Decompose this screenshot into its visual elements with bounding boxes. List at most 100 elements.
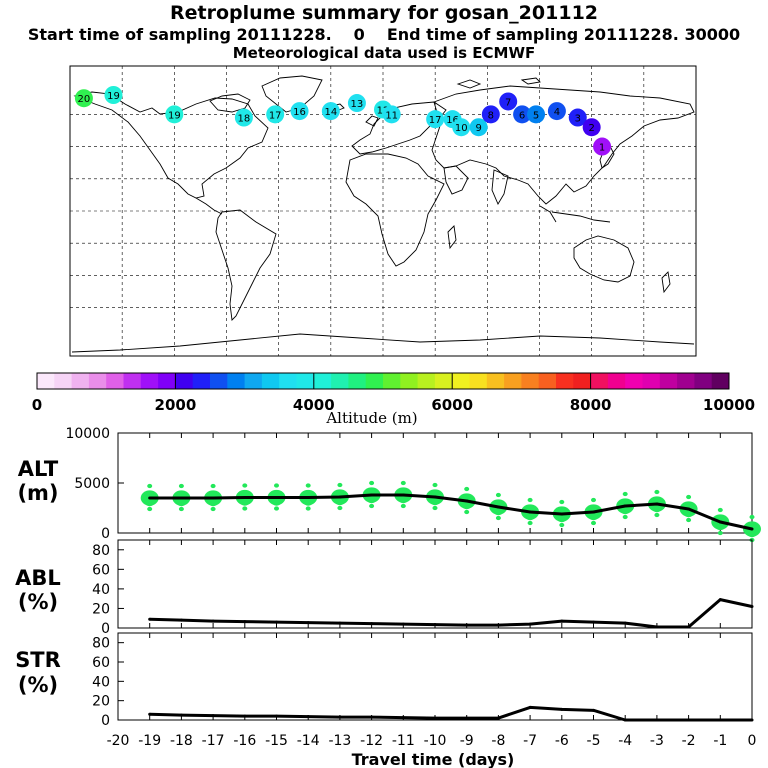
x-tick-label: -17	[202, 733, 225, 749]
colorbar-cell	[227, 373, 246, 389]
colorbar-cell	[37, 373, 55, 389]
alt-scatter-point	[464, 509, 470, 515]
colorbar-cell	[538, 373, 557, 389]
alt-scatter-point	[272, 490, 281, 497]
series-point	[370, 622, 374, 626]
colorbar-cell	[573, 373, 592, 389]
plume-marker	[347, 94, 366, 113]
series-point	[338, 621, 342, 625]
colorbar-cell	[331, 373, 349, 389]
panel-ylabel-unit: (%)	[18, 673, 58, 697]
series-point	[655, 625, 659, 629]
colorbar-dividers	[174, 373, 592, 389]
panel-alt: 10000 5000 0 ALT(m)	[17, 426, 761, 543]
y-tick-label: 0	[101, 713, 110, 729]
series-point	[528, 705, 532, 709]
alt-scatter-point	[398, 494, 409, 504]
series-point	[243, 620, 247, 624]
alt-scatter-point	[274, 506, 279, 511]
series-point	[401, 622, 405, 626]
series-point	[211, 714, 215, 718]
colorbar-cell	[486, 373, 505, 389]
plume-marker	[547, 102, 566, 121]
x-tick-label: -4	[618, 733, 632, 749]
start-time-value: 0	[353, 25, 365, 44]
colorbar-cell	[642, 373, 661, 389]
alt-scatter-point	[242, 483, 248, 488]
plume-marker-label: 8	[488, 110, 494, 121]
time-series-panels: 1000050000ALT(m)806040200ABL(%)806040200…	[15, 426, 761, 749]
colorbar-cell	[313, 373, 332, 389]
x-tick-label: -19	[138, 733, 161, 749]
alt-scatter-point	[208, 497, 219, 507]
series-point	[718, 520, 722, 524]
series-point	[687, 507, 691, 511]
colorbar-cell	[348, 373, 367, 389]
plume-marker-label: 16	[446, 115, 459, 126]
x-tick-label: 0	[748, 733, 757, 749]
colorbar-cell	[54, 373, 73, 389]
alt-scatter-point	[369, 503, 375, 509]
plume-marker-label: 1	[599, 143, 605, 154]
y-tick-label: 40	[92, 582, 110, 598]
plume-marker-label: 13	[351, 99, 364, 110]
plume-marker	[582, 118, 601, 137]
alt-scatter-point	[591, 520, 596, 526]
y-tick-label: 40	[92, 674, 110, 690]
alt-scatter-point	[748, 521, 756, 529]
series-point	[211, 496, 215, 500]
plume-marker-label: 5	[533, 110, 539, 121]
end-time: End time of sampling 20111228. 30000	[386, 25, 741, 44]
alt-scatter-point	[591, 497, 596, 503]
alt-scatter-point	[686, 494, 692, 500]
series-point	[750, 527, 754, 531]
x-tick-label: -10	[424, 733, 447, 749]
series-point	[592, 620, 595, 624]
colorbar-cell	[158, 373, 176, 389]
colorbar-cell	[452, 373, 470, 389]
alt-scatter-point	[559, 499, 565, 505]
alt-scatter-point	[464, 486, 470, 492]
series-point	[179, 713, 183, 717]
alt-scatter-point	[303, 497, 314, 506]
alt-scatter-point	[557, 506, 566, 514]
series-point	[401, 716, 405, 720]
alt-scatter-point	[527, 497, 533, 503]
alt-scatter-point	[749, 514, 755, 520]
series-point	[465, 716, 469, 720]
alt-scatter-point	[684, 501, 693, 509]
series-point	[433, 716, 437, 720]
alt-scatter-point	[366, 494, 377, 504]
alt-scatter-point	[559, 522, 565, 528]
series-point	[465, 499, 469, 503]
plume-marker-label: 3	[575, 114, 581, 125]
plume-marker	[321, 102, 340, 121]
series-point	[496, 505, 500, 509]
y-tick-label: 80	[92, 543, 110, 559]
alt-scatter-point	[177, 490, 186, 498]
x-tick-label: -18	[170, 733, 193, 749]
start-time: Start time of sampling 20111228.	[27, 25, 332, 44]
panel-frame	[117, 632, 753, 721]
plume-marker-label: 20	[78, 94, 91, 105]
y-tick-label: 60	[92, 562, 110, 578]
colorbar-cell	[400, 373, 419, 389]
plume-marker	[234, 108, 253, 127]
x-tick-label: -13	[328, 733, 351, 749]
x-tick-label: -16	[233, 733, 256, 749]
panel-ylabel: ABL	[15, 566, 61, 590]
series-point	[718, 598, 722, 602]
colorbar-frame	[36, 372, 730, 390]
colorbar-cell	[88, 373, 107, 389]
alt-scatter-point	[178, 483, 184, 489]
series-point	[687, 625, 691, 629]
y-tick-label: 20	[92, 694, 110, 710]
alt-scatter-point	[305, 483, 311, 488]
colorbar-label: Altitude (m)	[325, 409, 417, 427]
colorbar-tick-label: 2000	[155, 396, 197, 414]
alt-scatter-point	[495, 492, 501, 498]
series-point	[275, 620, 278, 624]
alt-scatter-point	[494, 499, 503, 507]
series-point	[433, 495, 437, 499]
